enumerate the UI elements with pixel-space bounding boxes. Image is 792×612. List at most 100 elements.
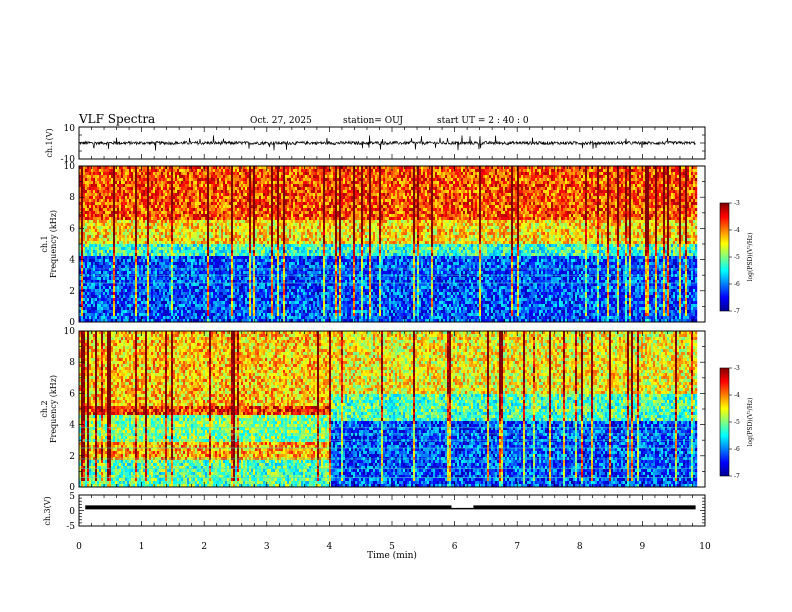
- spectrogram-cell: [117, 175, 119, 178]
- spectrogram-cell: [209, 235, 211, 238]
- spectrogram-cell: [135, 205, 137, 208]
- spectrogram-cell: [119, 286, 121, 289]
- spectrogram-cell: [205, 199, 207, 202]
- spectrogram-cell: [255, 301, 257, 304]
- spectrogram-cell: [135, 307, 137, 310]
- spectrogram-cell: [169, 172, 171, 175]
- spectrogram-cell: [103, 286, 105, 289]
- spectrogram-cell: [223, 283, 225, 286]
- spectrogram-cell: [229, 304, 231, 307]
- spectrogram-cell: [117, 223, 119, 226]
- spectrogram-cell: [227, 229, 229, 232]
- spectrogram-cell: [229, 172, 231, 175]
- spectrogram-cell: [97, 169, 99, 172]
- spectrogram-cell: [181, 310, 183, 313]
- spectrogram-cell: [125, 193, 127, 196]
- ch1-ytick-top: 10: [64, 124, 76, 134]
- spectrogram-cell: [179, 268, 181, 271]
- spectrogram-cell: [129, 310, 131, 313]
- spectrogram-cell: [101, 187, 103, 190]
- spectrogram-cell: [131, 220, 133, 223]
- spectrogram-cell: [195, 289, 197, 292]
- spectrogram-cell: [241, 265, 243, 268]
- spectrogram-cell: [83, 286, 85, 289]
- spectrogram-cell: [247, 289, 249, 292]
- spectrogram-cell: [217, 181, 219, 184]
- spectrogram-cell: [105, 220, 107, 223]
- spectrogram-cell: [227, 214, 229, 217]
- spectrogram-cell: [265, 187, 267, 190]
- spectrogram-cell: [89, 301, 91, 304]
- spectrogram-cell: [231, 235, 233, 238]
- spectrogram-cell: [235, 298, 237, 301]
- spectrogram-cell: [97, 295, 99, 298]
- spectrogram-cell: [135, 295, 137, 298]
- spectrogram-cell: [135, 229, 137, 232]
- spectrogram-cell: [153, 304, 155, 307]
- spectrogram-cell: [197, 271, 199, 274]
- spectrogram-cell: [121, 316, 123, 319]
- spectrogram-cell: [189, 271, 191, 274]
- spectrogram-cell: [181, 172, 183, 175]
- spectrogram-cell: [93, 268, 95, 271]
- spectrogram-cell: [167, 226, 169, 229]
- spectrogram-cell: [135, 211, 137, 214]
- spectrogram-cell: [241, 217, 243, 220]
- spectrogram-cell: [223, 184, 225, 187]
- spectrogram-cell: [149, 178, 151, 181]
- spectrogram-cell: [211, 253, 213, 256]
- spectrogram-cell: [227, 223, 229, 226]
- spectrogram-cell: [111, 253, 113, 256]
- spectrogram-cell: [193, 244, 195, 247]
- spectrogram-cell: [247, 229, 249, 232]
- spectrogram-cell: [85, 259, 87, 262]
- spectrogram-cell: [203, 229, 205, 232]
- spectrogram-cell: [203, 310, 205, 313]
- spectrogram-cell: [223, 301, 225, 304]
- spectrogram-cell: [87, 199, 89, 202]
- spectrogram-cell: [85, 253, 87, 256]
- spectrogram-cell: [201, 175, 203, 178]
- spectrogram-cell: [121, 226, 123, 229]
- spectrogram-cell: [229, 289, 231, 292]
- spectrogram-cell: [265, 220, 267, 223]
- spectrogram-cell: [207, 283, 209, 286]
- spectrogram-cell: [87, 274, 89, 277]
- spectrogram-cell: [147, 310, 149, 313]
- spectrogram-cell: [231, 220, 233, 223]
- spectrogram-cell: [257, 247, 259, 250]
- spectrogram-cell: [133, 193, 135, 196]
- spectrogram-cell: [261, 196, 263, 199]
- spectrogram-cell: [115, 295, 117, 298]
- spectrogram-cell: [153, 238, 155, 241]
- spectrogram-cell: [211, 271, 213, 274]
- spectrogram-cell: [135, 220, 137, 223]
- spectrogram-cell: [105, 295, 107, 298]
- spectrogram-cell: [235, 274, 237, 277]
- spectrogram-cell: [195, 211, 197, 214]
- spectrogram-cell: [87, 211, 89, 214]
- spectrogram-cell: [161, 235, 163, 238]
- spectrogram-cell: [195, 217, 197, 220]
- spectrogram-cell: [219, 262, 221, 265]
- spectrogram-cell: [101, 196, 103, 199]
- spectrogram-cell: [177, 271, 179, 274]
- spectrogram-cell: [239, 235, 241, 238]
- spectrogram-cell: [239, 310, 241, 313]
- spectrogram-cell: [173, 268, 175, 271]
- spectrogram-cell: [141, 247, 143, 250]
- spectrogram-cell: [235, 313, 237, 316]
- spectrogram-cell: [93, 208, 95, 211]
- spectrogram-cell: [225, 238, 227, 241]
- spectrogram-cell: [241, 175, 243, 178]
- spectrogram-cell: [179, 286, 181, 289]
- spectrogram-cell: [177, 262, 179, 265]
- spectrogram-cell: [113, 250, 115, 253]
- spectrogram-cell: [99, 184, 101, 187]
- spectrogram-cell: [105, 172, 107, 175]
- spectrogram-cell: [101, 313, 103, 316]
- spectrogram-cell: [147, 232, 149, 235]
- spectrogram-cell: [163, 292, 165, 295]
- spectrogram-cell: [131, 262, 133, 265]
- spectrogram-cell: [95, 256, 97, 259]
